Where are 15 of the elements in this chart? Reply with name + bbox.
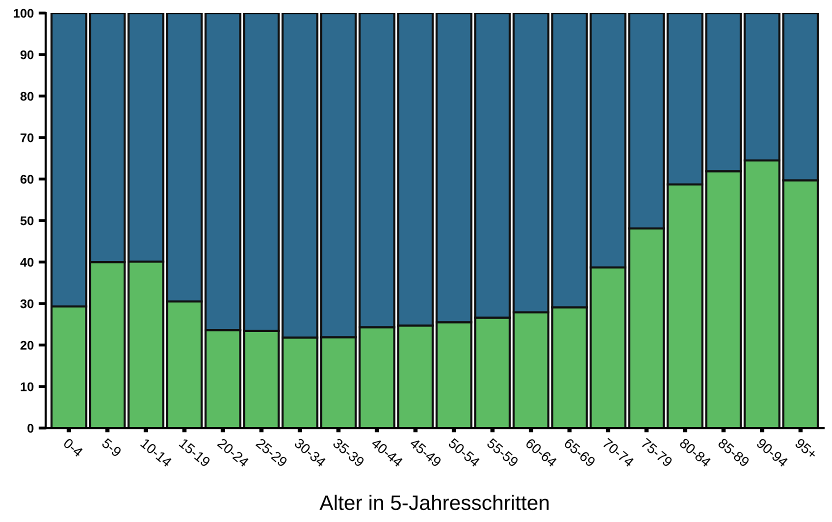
y-tick-label: 20 — [20, 340, 34, 350]
y-tick-label: 40 — [20, 258, 34, 267]
y-tick-label: 30 — [20, 299, 34, 308]
y-tick-label: 90 — [20, 50, 34, 60]
x-tick-label: 5-9 — [101, 438, 122, 458]
y-tick-label: 60 — [20, 174, 34, 184]
y-tick-label: 0 — [27, 424, 34, 433]
y-tick-label: 100 — [14, 8, 34, 18]
y-tick-label: 10 — [20, 382, 34, 392]
x-tick-label: 95+ — [794, 438, 818, 460]
y-tick-label: 70 — [20, 133, 34, 142]
y-tick-label: 80 — [20, 92, 34, 101]
x-axis-title: Alter in 5-Jahresschritten — [320, 494, 549, 510]
x-tick-label: 0-4 — [62, 438, 84, 458]
y-tick-label: 50 — [20, 216, 34, 226]
